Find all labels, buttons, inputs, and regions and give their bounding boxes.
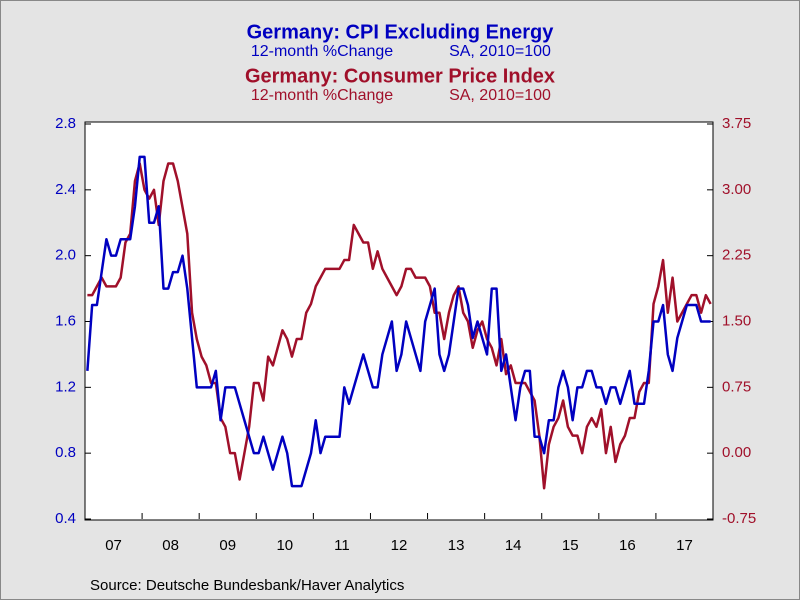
- y-tick-label: 0.8: [55, 444, 76, 461]
- x-tick-label: 08: [162, 537, 179, 554]
- y-tick-label: 0.4: [55, 510, 76, 527]
- y2-tick-label: -0.75: [722, 510, 756, 527]
- y-tick-label: 1.6: [55, 312, 76, 329]
- y2-tick-label: 3.00: [722, 181, 751, 198]
- x-tick-label: 16: [619, 537, 636, 554]
- y2-tick-label: 0.00: [722, 444, 751, 461]
- y-tick-label: 2.8: [55, 115, 76, 132]
- x-tick-label: 11: [334, 537, 350, 554]
- series-note: SA, 2010=100: [449, 87, 551, 104]
- series-line: [87, 162, 712, 490]
- y2-tick-label: 3.75: [722, 115, 751, 132]
- series-title: Germany: Consumer Price Index: [245, 65, 555, 87]
- series-line: [86, 155, 711, 488]
- x-tick-label: 17: [676, 537, 693, 554]
- source: Source: Deutsche Bundesbank/Haver Analyt…: [90, 577, 404, 594]
- plot-area: [84, 121, 714, 521]
- series-subtitle: 12-month %Change: [251, 87, 393, 104]
- series-title: Germany: CPI Excluding Energy: [247, 21, 555, 43]
- x-tick-label: 13: [448, 537, 465, 554]
- y2-tick-label: 2.25: [722, 247, 751, 264]
- y-tick-label: 2.4: [55, 181, 76, 198]
- x-tick-label: 09: [219, 537, 236, 554]
- y-tick-label: 1.2: [55, 378, 76, 395]
- x-tick-label: 12: [391, 537, 408, 554]
- x-tick-label: 14: [505, 537, 522, 554]
- x-tick-label: 10: [276, 537, 293, 554]
- series-subtitle: 12-month %Change: [251, 43, 393, 60]
- y-tick-label: 2.0: [55, 247, 76, 264]
- y2-tick-label: 1.50: [722, 312, 751, 329]
- x-tick-label: 15: [562, 537, 579, 554]
- y2-tick-label: 0.75: [722, 378, 751, 395]
- series-note: SA, 2010=100: [449, 43, 551, 60]
- x-tick-label: 07: [105, 537, 122, 554]
